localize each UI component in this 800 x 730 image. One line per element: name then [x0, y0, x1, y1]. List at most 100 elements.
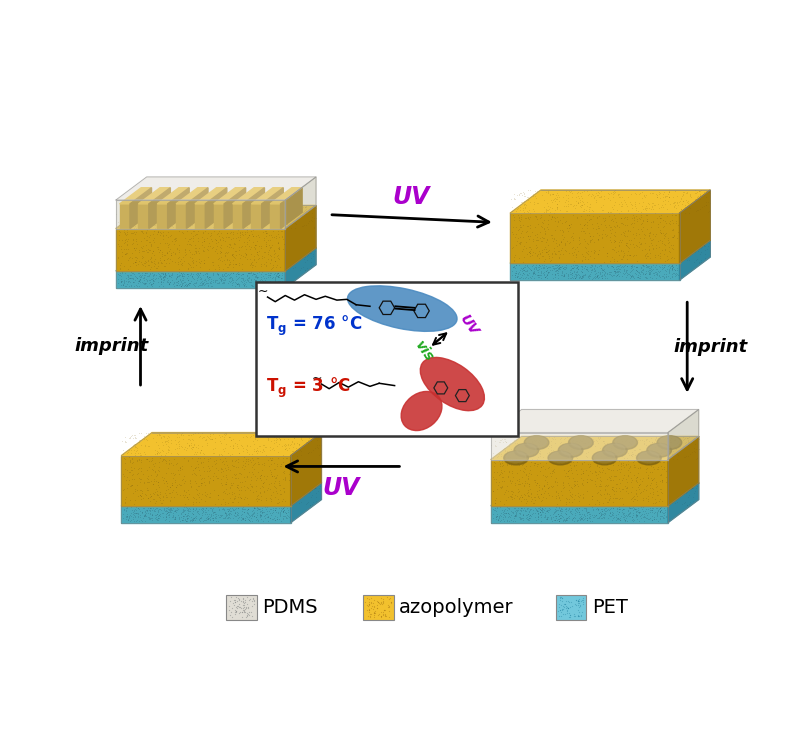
Point — [590, 188, 602, 199]
Point — [539, 489, 552, 501]
Point — [622, 447, 634, 458]
Point — [299, 499, 312, 510]
Point — [168, 512, 181, 524]
Point — [184, 214, 197, 226]
Point — [545, 470, 558, 482]
Point — [122, 445, 135, 456]
Point — [556, 266, 569, 278]
Point — [117, 489, 130, 501]
Point — [529, 210, 542, 222]
Point — [150, 514, 163, 526]
Point — [225, 212, 238, 223]
Point — [554, 504, 566, 516]
Point — [214, 489, 227, 501]
Point — [621, 433, 634, 445]
Point — [613, 506, 626, 518]
Point — [507, 496, 520, 507]
Point — [517, 504, 530, 516]
Point — [282, 244, 295, 256]
Point — [583, 253, 596, 265]
Point — [162, 496, 175, 508]
Point — [574, 201, 587, 212]
Point — [656, 259, 669, 271]
Point — [687, 495, 700, 507]
Point — [137, 272, 150, 284]
Point — [558, 608, 571, 620]
Point — [554, 599, 567, 610]
Point — [558, 456, 571, 468]
Point — [507, 251, 520, 263]
Point — [553, 491, 566, 503]
Point — [666, 250, 678, 262]
Point — [642, 493, 654, 505]
Point — [221, 265, 234, 277]
Point — [636, 259, 649, 271]
Point — [214, 481, 227, 493]
Point — [289, 206, 302, 218]
Point — [574, 187, 586, 199]
Point — [634, 478, 646, 490]
Point — [560, 267, 573, 279]
Point — [586, 188, 598, 200]
Point — [223, 252, 236, 264]
Point — [175, 461, 188, 472]
Point — [177, 504, 190, 516]
Point — [622, 269, 634, 280]
Point — [268, 255, 281, 266]
Point — [545, 439, 558, 450]
Point — [597, 264, 610, 275]
Point — [639, 480, 652, 491]
Point — [214, 272, 227, 284]
Point — [218, 204, 231, 215]
Point — [546, 260, 559, 272]
Point — [229, 491, 242, 502]
Point — [606, 188, 619, 200]
Point — [257, 207, 270, 218]
Point — [118, 237, 131, 248]
Point — [187, 448, 200, 460]
Point — [146, 261, 158, 272]
Point — [172, 246, 185, 258]
Point — [494, 450, 507, 462]
Point — [150, 445, 163, 457]
Point — [186, 503, 199, 515]
Point — [177, 271, 190, 283]
Point — [192, 236, 205, 247]
Point — [302, 480, 315, 492]
Point — [623, 502, 636, 514]
Point — [254, 222, 267, 234]
Point — [126, 252, 138, 264]
Point — [175, 210, 188, 222]
Point — [702, 196, 714, 208]
Point — [209, 512, 222, 523]
Point — [148, 505, 161, 517]
Point — [189, 462, 202, 474]
Point — [194, 479, 207, 491]
Point — [246, 466, 258, 477]
Point — [551, 445, 564, 457]
Point — [116, 258, 129, 270]
Point — [502, 508, 515, 520]
Point — [144, 217, 157, 228]
Point — [276, 481, 289, 493]
Point — [218, 277, 230, 288]
Point — [271, 259, 284, 271]
Point — [268, 434, 281, 445]
Point — [676, 431, 689, 442]
Point — [569, 259, 582, 271]
Point — [222, 505, 234, 517]
Point — [516, 266, 529, 277]
Point — [561, 493, 574, 504]
Point — [581, 248, 594, 260]
Point — [208, 486, 221, 498]
Point — [573, 508, 586, 520]
Point — [182, 238, 195, 250]
Point — [173, 480, 186, 491]
Point — [513, 190, 526, 201]
Point — [592, 431, 605, 443]
Point — [576, 594, 589, 606]
Point — [264, 210, 277, 221]
Point — [638, 269, 651, 280]
Point — [146, 499, 158, 511]
Point — [190, 456, 203, 467]
